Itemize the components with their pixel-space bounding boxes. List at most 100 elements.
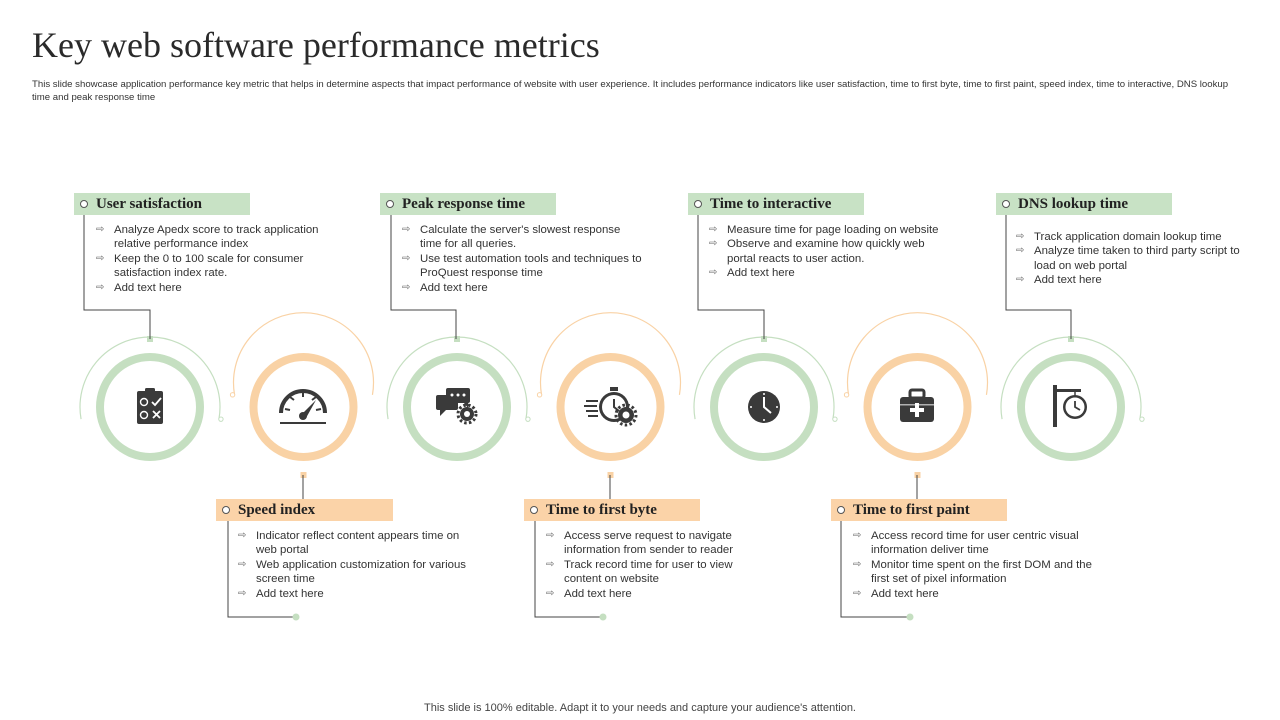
- ring-end-dot: [1139, 416, 1145, 422]
- title-marker-dot: [80, 200, 88, 208]
- arrow-bullet-icon: ⇨: [709, 267, 718, 279]
- card-title-text: Peak response time: [402, 196, 526, 212]
- thick-ring: [249, 353, 358, 461]
- rings-layer: [79, 312, 1145, 478]
- title-marker-dot: [222, 506, 230, 514]
- outer-ring-arc: [846, 312, 989, 395]
- card-title-text: Time to first paint: [853, 502, 970, 518]
- list-item: ⇨ Add text here: [96, 281, 336, 295]
- card-title-text: User satisfaction: [96, 196, 202, 212]
- connector-end-dot: [292, 613, 300, 621]
- outer-ring-arc: [539, 312, 682, 395]
- bullet-text: Add text here: [256, 587, 324, 600]
- bullet-text: Add text here: [114, 281, 182, 294]
- signpost-clock-icon: [1053, 385, 1087, 427]
- list-item: ⇨ Access serve request to navigate inform…: [546, 529, 756, 558]
- arrow-bullet-icon: ⇨: [402, 281, 411, 293]
- list-item: ⇨ Calculate the server's slowest response…: [402, 223, 642, 252]
- list-item: ⇨ Analyze Apedx score to track applicatio…: [96, 223, 336, 252]
- list-item: ⇨ Add text here: [709, 266, 944, 280]
- card-title-text: Time to first byte: [546, 502, 657, 518]
- arrow-bullet-icon: ⇨: [96, 224, 105, 235]
- title-marker-dot: [530, 506, 538, 514]
- arrow-bullet-icon: ⇨: [402, 252, 411, 264]
- list-item: ⇨ Observe and examine how quickly web por…: [709, 237, 944, 266]
- ring-end-dot: [832, 416, 838, 422]
- ring-anchor: [454, 336, 460, 342]
- clock-icon: [748, 391, 780, 423]
- card-title-time-to-first-byte: Time to first byte: [524, 499, 700, 521]
- arrow-bullet-icon: ⇨: [238, 587, 247, 599]
- bullet-text: Web application customization for variou…: [256, 558, 466, 586]
- arrow-bullet-icon: ⇨: [709, 238, 718, 250]
- connector-end-dot: [599, 613, 607, 621]
- list-item: ⇨ Indicator reflect content appears time …: [238, 529, 478, 558]
- bullet-text: Analyze time taken to third party script…: [1034, 245, 1240, 272]
- bullet-text: Access serve request to navigate informa…: [564, 530, 734, 557]
- card-title-text: Time to interactive: [710, 196, 832, 212]
- arrow-bullet-icon: ⇨: [709, 224, 718, 235]
- speedometer-gauge-icon: [279, 389, 327, 424]
- bullet-text: Add text here: [727, 267, 795, 280]
- arrow-bullet-icon: ⇨: [96, 252, 105, 264]
- connector-end-dot: [906, 613, 914, 621]
- card-title-text: Speed index: [238, 502, 316, 518]
- arrow-bullet-icon: ⇨: [853, 587, 862, 599]
- chat-bubbles-gear-icon: [436, 388, 478, 425]
- bullet-text: Measure time for page loading on website: [727, 224, 939, 236]
- list-item: ⇨ Monitor time spent on the first DOM and…: [853, 558, 1093, 587]
- title-marker-dot: [694, 200, 702, 208]
- bullet-list-dns-lookup-time: ⇨ Track application domain lookup time ⇨ A…: [1016, 230, 1251, 288]
- ring-end-dot: [536, 392, 543, 398]
- arrow-bullet-icon: ⇨: [1016, 245, 1025, 257]
- list-item: ⇨ Keep the 0 to 100 scale for consumer sa…: [96, 252, 336, 281]
- ring-end-dot: [218, 416, 224, 422]
- ring-end-dot: [843, 392, 850, 398]
- arrow-bullet-icon: ⇨: [402, 224, 411, 235]
- bullet-list-speed-index: ⇨ Indicator reflect content appears time …: [238, 529, 478, 601]
- bullet-text: Calculate the server's slowest response …: [420, 224, 621, 251]
- arrow-bullet-icon: ⇨: [1016, 231, 1025, 242]
- first-aid-kit-icon: [900, 388, 934, 422]
- bullet-list-time-to-first-paint: ⇨ Access record time for user centric vis…: [853, 529, 1093, 601]
- connectors-layer: [83, 206, 1072, 621]
- arrow-bullet-icon: ⇨: [546, 530, 555, 541]
- stopwatch-gear-icon: [584, 387, 638, 427]
- bullet-text: Track record time for user to view conte…: [564, 558, 733, 586]
- slide-subtitle: This slide showcase application performa…: [32, 79, 1229, 103]
- title-marker-dot: [1002, 200, 1010, 208]
- bullet-text: Monitor time spent on the first DOM and …: [871, 558, 1092, 586]
- list-item: ⇨ Web application customization for vario…: [238, 558, 478, 587]
- arrow-bullet-icon: ⇨: [96, 281, 105, 293]
- slide-footer: This slide is 100% editable. Adapt it to…: [424, 702, 856, 714]
- bullet-list-peak-response-time: ⇨ Calculate the server's slowest response…: [402, 223, 642, 295]
- connector-line: [1005, 206, 1072, 339]
- card-title-peak-response-time: Peak response time: [380, 193, 556, 215]
- bullet-text: Keep the 0 to 100 scale for consumer sat…: [114, 252, 304, 280]
- list-item: ⇨ Use test automation tools and technique…: [402, 252, 642, 281]
- arrow-bullet-icon: ⇨: [546, 558, 555, 570]
- arrow-bullet-icon: ⇨: [853, 530, 862, 541]
- card-title-text: DNS lookup time: [1018, 196, 1129, 212]
- arrow-bullet-icon: ⇨: [853, 558, 862, 570]
- card-title-speed-index: Speed index: [216, 499, 393, 521]
- bullet-text: Use test automation tools and techniques…: [420, 252, 642, 280]
- list-item: ⇨ Add text here: [546, 587, 756, 601]
- bullet-text: Add text here: [871, 587, 939, 600]
- card-title-dns-lookup-time: DNS lookup time: [996, 193, 1172, 215]
- bullet-text: Add text here: [420, 281, 488, 294]
- list-item: ⇨ Access record time for user centric vis…: [853, 529, 1093, 558]
- bullet-list-time-to-interactive: ⇨ Measure time for page loading on websit…: [709, 223, 944, 281]
- clipboard-checklist-icon: [137, 388, 163, 424]
- connector-line: [390, 206, 457, 339]
- card-title-time-to-interactive: Time to interactive: [688, 193, 864, 215]
- arrow-bullet-icon: ⇨: [1016, 274, 1025, 286]
- arrow-bullet-icon: ⇨: [546, 587, 555, 599]
- ring-end-dot: [229, 392, 236, 398]
- outer-ring-arc: [232, 312, 375, 395]
- bullet-text: Add text here: [1034, 274, 1102, 287]
- list-item: ⇨ Add text here: [853, 587, 1093, 601]
- card-title-time-to-first-paint: Time to first paint: [831, 499, 1007, 521]
- bullet-text: Indicator reflect content appears time o…: [256, 530, 460, 557]
